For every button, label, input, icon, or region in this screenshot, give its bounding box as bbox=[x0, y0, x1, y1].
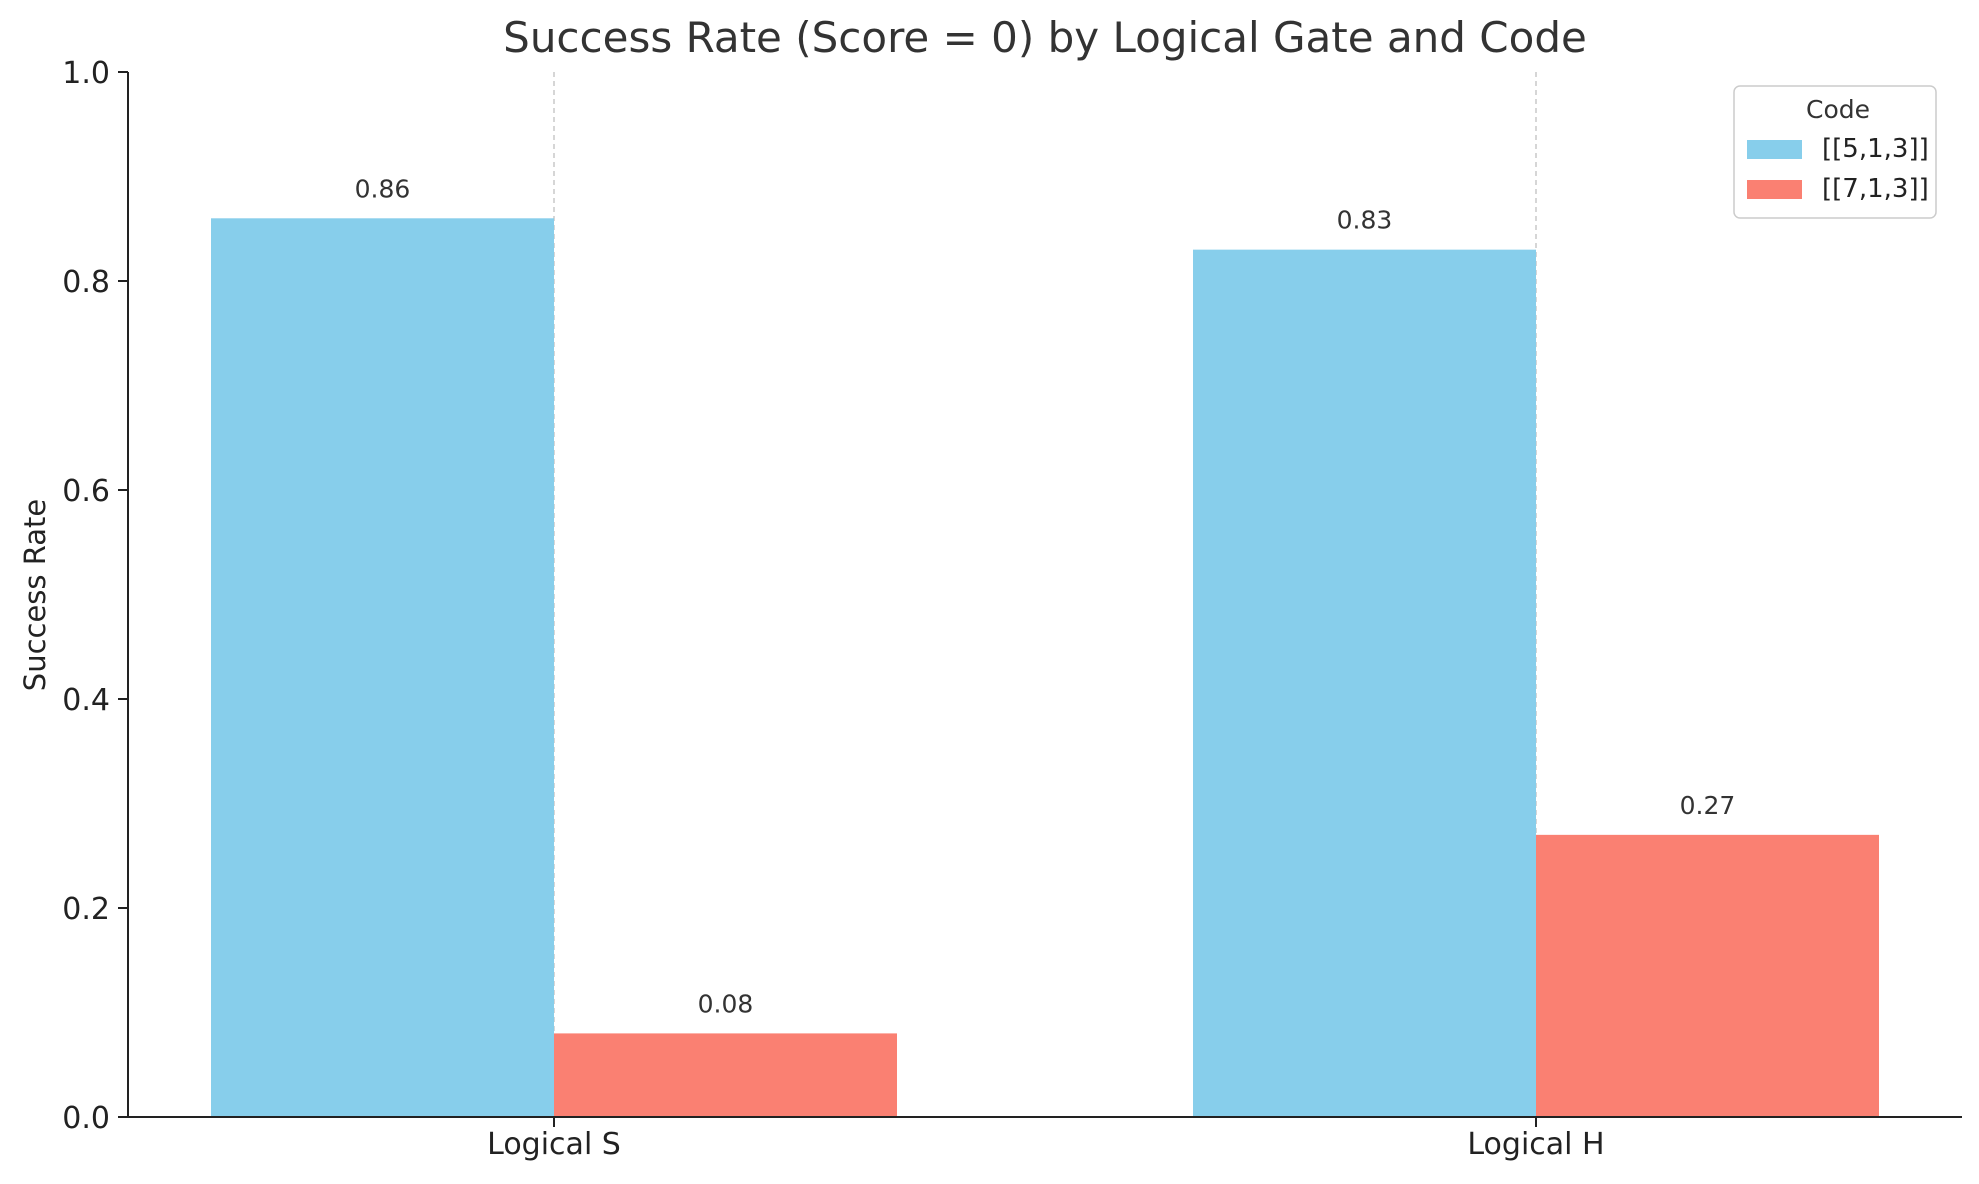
y-tick-label-1: 0.2 bbox=[62, 892, 110, 927]
legend-label-1: [[5,1,3]] bbox=[1822, 134, 1929, 164]
y-tick-label-0: 0.0 bbox=[62, 1101, 110, 1136]
y-tick-label-5: 1.0 bbox=[62, 56, 110, 91]
bar-series-2-logical-h bbox=[1536, 834, 1879, 1117]
axes bbox=[127, 72, 1962, 1118]
y-ticks: 0.0 0.2 0.4 0.6 0.8 1.0 bbox=[62, 56, 128, 1136]
bar-series-1-logical-s bbox=[211, 218, 554, 1118]
legend: Code [[5,1,3]] [[7,1,3]] bbox=[1733, 85, 1937, 219]
data-labels: 0.86 0.83 0.08 0.27 bbox=[355, 174, 1736, 1018]
data-label-series-2-2: 0.27 bbox=[1680, 791, 1736, 820]
legend-items: [[5,1,3]] [[7,1,3]] bbox=[1747, 134, 1929, 204]
x-ticks: Logical S Logical H bbox=[487, 1117, 1605, 1162]
x-tick-label-1: Logical S bbox=[487, 1127, 621, 1162]
legend-swatch-1 bbox=[1747, 140, 1802, 159]
bar-series-1-logical-h bbox=[1193, 249, 1536, 1117]
legend-title: Code bbox=[1806, 95, 1870, 124]
bars bbox=[211, 218, 1879, 1118]
chart-title: Success Rate (Score = 0) by Logical Gate… bbox=[503, 13, 1587, 62]
legend-label-2: [[7,1,3]] bbox=[1822, 174, 1929, 204]
y-tick-label-3: 0.6 bbox=[62, 474, 110, 509]
bar-series-2-logical-s bbox=[554, 1033, 897, 1117]
y-tick-label-2: 0.4 bbox=[62, 683, 110, 718]
y-tick-label-4: 0.8 bbox=[62, 265, 110, 300]
data-label-series-2-1: 0.08 bbox=[698, 989, 754, 1018]
data-label-series-1-1: 0.86 bbox=[355, 174, 411, 203]
data-label-series-1-2: 0.83 bbox=[1337, 206, 1393, 235]
y-axis-label: Success Rate bbox=[18, 499, 52, 691]
legend-swatch-2 bbox=[1747, 180, 1802, 199]
x-tick-label-2: Logical H bbox=[1467, 1127, 1604, 1162]
